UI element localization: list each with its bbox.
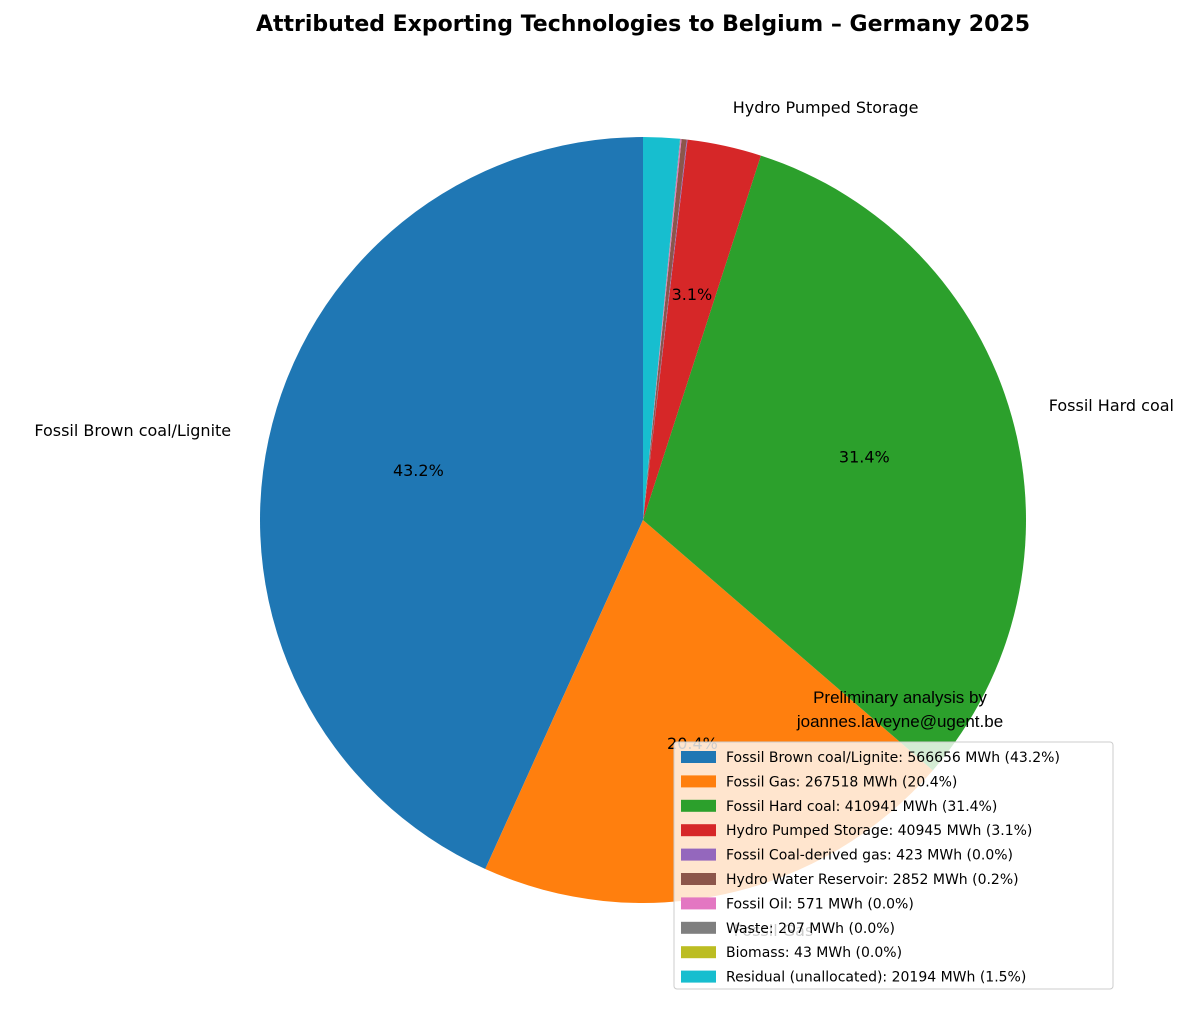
pie-slice-fossil-brown-coal-lignite <box>260 137 643 870</box>
legend-entry-biomass: Biomass: 43 MWh (0.0%) <box>726 945 902 961</box>
pie-slice-fossil-hard-coal <box>643 155 1026 771</box>
pie-slice-fossil-coal-derived-gas <box>643 139 688 521</box>
legend-swatch-waste <box>681 921 716 934</box>
legend-swatch-residual-unallocated <box>681 970 716 983</box>
legend-entry-hydro-water-reservoir: Hydro Water Reservoir: 2852 MWh (0.2%) <box>726 872 1019 888</box>
percent-label-fossil-brown-coal-lignite: 43.2% <box>393 461 444 480</box>
legend-box <box>673 741 1114 990</box>
pie-slice-hydro-pumped-storage <box>643 139 761 520</box>
pie-slice-waste <box>643 138 681 520</box>
legend-entry-fossil-coal-derived-gas: Fossil Coal-derived gas: 423 MWh (0.0%) <box>726 848 1013 864</box>
legend-swatch-biomass <box>681 946 716 959</box>
pie-slice-biomass <box>643 138 681 520</box>
legend-entry-fossil-oil: Fossil Oil: 571 MWh (0.0%) <box>726 896 914 912</box>
percent-label-fossil-hard-coal: 31.4% <box>839 448 890 467</box>
legend-swatch-fossil-oil <box>681 897 716 910</box>
legend-swatch-hydro-water-reservoir <box>681 873 716 885</box>
legend-entry-fossil-brown-coal-lignite: Fossil Brown coal/Lignite: 566656 MWh (4… <box>726 750 1060 766</box>
legend-entry-waste: Waste: 207 MWh (0.0%) <box>726 921 895 937</box>
outer-label-fossil-hard-coal: Fossil Hard coal <box>1049 396 1174 415</box>
legend-swatch-fossil-brown-coal-lignite <box>681 751 716 763</box>
percent-label-hydro-pumped-storage: 3.1% <box>672 285 713 304</box>
pie-slice-fossil-oil <box>643 138 682 521</box>
analysis-note-line1: Preliminary analysis by <box>813 688 987 707</box>
legend-swatch-fossil-hard-coal <box>681 799 716 812</box>
chart-title: Attributed Exporting Technologies to Bel… <box>256 12 1030 37</box>
pie-slice-hydro-water-reservoir <box>643 138 687 520</box>
outer-label-hydro-pumped-storage: Hydro Pumped Storage <box>733 98 919 117</box>
legend-entry-hydro-pumped-storage: Hydro Pumped Storage: 40945 MWh (3.1%) <box>726 823 1032 839</box>
legend-entry-fossil-hard-coal: Fossil Hard coal: 410941 MWh (31.4%) <box>726 799 997 815</box>
legend-swatch-hydro-pumped-storage <box>681 824 716 837</box>
legend-entry-fossil-gas: Fossil Gas: 267518 MWh (20.4%) <box>726 774 957 790</box>
analysis-note: Preliminary analysis by joannes.laveyne@… <box>796 688 1003 731</box>
legend-entry-residual-unallocated: Residual (unallocated): 20194 MWh (1.5%) <box>726 970 1026 986</box>
outer-label-fossil-brown-coal-lignite: Fossil Brown coal/Lignite <box>34 421 231 440</box>
analysis-note-line2: joannes.laveyne@ugent.be <box>796 712 1003 731</box>
legend-swatch-fossil-gas <box>681 775 716 788</box>
pie-slice-residual-unallocated <box>643 137 681 520</box>
legend-swatch-fossil-coal-derived-gas <box>681 848 716 861</box>
legend: Fossil Brown coal/Lignite: 566656 MWh (4… <box>673 741 1114 990</box>
